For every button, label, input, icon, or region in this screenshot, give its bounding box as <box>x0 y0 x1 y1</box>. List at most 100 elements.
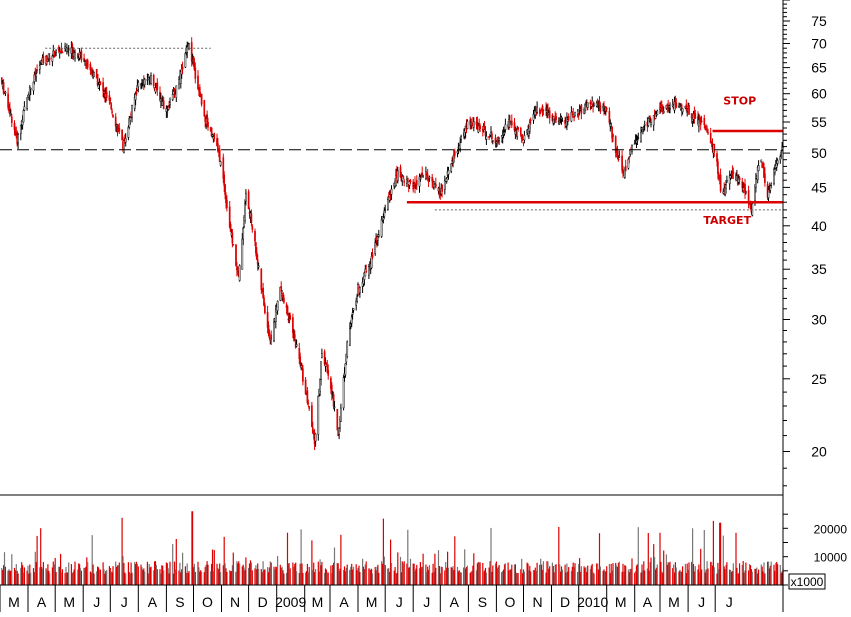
candle <box>223 171 226 192</box>
candle <box>197 70 199 91</box>
candle <box>640 126 642 143</box>
candle <box>516 125 519 140</box>
candle <box>166 105 169 118</box>
x-tick-label: O <box>202 594 213 610</box>
candle <box>251 224 254 233</box>
candle <box>485 131 488 145</box>
candle <box>232 244 235 246</box>
candle <box>124 133 127 147</box>
candle <box>745 190 747 195</box>
candle <box>352 308 355 313</box>
candle <box>450 163 453 174</box>
x-tick-label: S <box>478 594 487 610</box>
candle <box>383 207 386 219</box>
candle <box>350 314 353 328</box>
candle <box>254 228 256 246</box>
x-tick-label: M <box>8 594 20 610</box>
x-tick-label: A <box>148 594 158 610</box>
candle <box>433 181 435 190</box>
candle <box>332 391 335 410</box>
candle <box>42 51 45 65</box>
candle <box>675 98 678 109</box>
candle <box>29 87 32 95</box>
candle <box>319 378 321 396</box>
candle <box>576 109 579 118</box>
candle <box>121 129 123 141</box>
candle <box>621 150 623 174</box>
candle <box>241 233 244 270</box>
candle <box>719 168 722 193</box>
candle <box>245 189 247 206</box>
candle <box>140 82 142 90</box>
x-tick-label: M <box>63 594 75 610</box>
candle <box>491 131 493 143</box>
target-label: TARGET <box>703 214 751 227</box>
candle <box>169 97 171 109</box>
candle <box>406 177 409 183</box>
candle <box>111 108 113 115</box>
candle <box>99 81 102 86</box>
candle <box>218 145 221 162</box>
x-tick-label: J <box>121 594 128 610</box>
candle <box>542 109 545 116</box>
candle <box>304 377 307 395</box>
candle <box>519 126 522 137</box>
candle <box>780 149 783 159</box>
candle <box>503 129 506 136</box>
candle <box>773 167 775 186</box>
candle <box>382 213 385 224</box>
x-tick-label: J <box>396 594 403 610</box>
candle <box>681 108 684 115</box>
candle <box>574 111 576 117</box>
candle <box>728 170 731 190</box>
candle <box>757 160 760 172</box>
y-tick-label: 40 <box>811 218 827 234</box>
candle <box>263 295 265 307</box>
candle <box>137 80 140 93</box>
candle <box>147 73 150 78</box>
candle <box>207 117 209 131</box>
candle <box>110 102 113 111</box>
x-tick-label: 2010 <box>577 594 608 610</box>
candle <box>308 406 311 411</box>
x-tick-label: J <box>698 594 705 610</box>
candle <box>317 395 320 441</box>
candle <box>217 137 219 153</box>
candle <box>96 73 99 87</box>
candle <box>152 73 155 89</box>
candle <box>129 115 132 125</box>
candle <box>553 118 556 125</box>
candle <box>306 387 309 405</box>
candle <box>228 201 231 229</box>
candle <box>356 293 358 304</box>
candle <box>48 53 51 66</box>
volume-panel <box>1 511 784 585</box>
candle <box>686 108 689 117</box>
candle <box>764 167 766 187</box>
candle <box>441 184 443 198</box>
candle <box>387 196 389 211</box>
x-tick-label: A <box>37 594 47 610</box>
candle <box>22 109 25 123</box>
candle <box>112 114 114 118</box>
candle <box>270 330 273 345</box>
candle <box>17 132 19 149</box>
candle <box>688 103 690 115</box>
candle <box>605 106 608 113</box>
candle <box>650 118 652 128</box>
candle <box>716 150 718 167</box>
y-tick-label: 55 <box>811 114 827 130</box>
candle <box>213 132 216 142</box>
candle <box>114 113 117 132</box>
candle <box>86 58 89 70</box>
candle <box>302 365 304 386</box>
x-tick-label: J <box>93 594 100 610</box>
candle <box>23 101 26 112</box>
candle <box>242 226 245 246</box>
candle <box>396 167 399 184</box>
candle <box>280 281 283 295</box>
candle <box>685 99 688 112</box>
x-tick-label: M <box>312 594 324 610</box>
candle <box>662 106 665 114</box>
x-tick-label: M <box>615 594 627 610</box>
